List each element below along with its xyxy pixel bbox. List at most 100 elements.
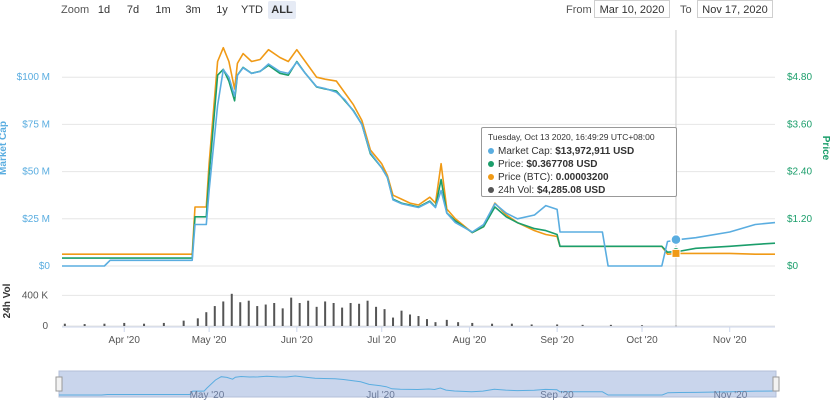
right-axis-tick-label: $0 — [787, 261, 799, 272]
volume-bar — [341, 307, 344, 326]
volume-bar — [290, 297, 293, 326]
zoom-button-1d[interactable]: 1d — [97, 4, 111, 16]
volume-bar — [471, 322, 474, 326]
left-axis-title: Market Cap — [0, 121, 9, 175]
from-date-input[interactable]: Mar 10, 2020 — [594, 0, 670, 18]
left-axis-tick-label: $0 — [39, 261, 51, 272]
volume-bar — [123, 322, 126, 326]
range-selector-toolbar: Zoom 1d 7d 1m 3m 1y YTD ALL From Mar 10,… — [0, 0, 830, 22]
volume-bar — [103, 323, 106, 326]
volume-axis-title: 24h Vol — [2, 283, 13, 318]
volume-bar — [375, 306, 378, 326]
zoom-button-ytd[interactable]: YTD — [241, 4, 263, 16]
hover-point-price-btc — [671, 248, 681, 258]
volume-bar — [641, 325, 644, 326]
volume-bar — [417, 316, 420, 326]
navigator-tick-label: May '20 — [190, 390, 225, 400]
navigator-handle-right[interactable] — [772, 376, 780, 392]
volume-bar — [307, 300, 310, 326]
volume-bar — [434, 322, 437, 326]
left-axis-tick-label: $75 M — [22, 119, 50, 130]
tooltip-label: 24h Vol: — [498, 185, 535, 196]
volume-bar — [213, 306, 216, 326]
volume-bar — [609, 324, 612, 326]
tooltip-dot — [488, 174, 494, 181]
volume-bar — [83, 324, 86, 326]
tooltip-dot — [488, 187, 494, 194]
tooltip-label: Market Cap: — [498, 146, 553, 157]
zoom-button-7d[interactable]: 7d — [126, 4, 140, 16]
volume-bar — [196, 318, 199, 326]
volume-bar — [315, 306, 318, 326]
navigator-tick-label: Sep '20 — [540, 390, 574, 400]
tooltip: Tuesday, Oct 13 2020, 16:49:29 UTC+08:00… — [481, 127, 677, 197]
tooltip-value: 0.00003200 — [555, 172, 609, 183]
volume-bars — [63, 293, 677, 327]
volume-bar — [162, 322, 165, 326]
series-lines — [62, 46, 776, 267]
volume-bar — [247, 300, 250, 326]
navigator-tick-label: Nov '20 — [714, 390, 748, 400]
navigator-series — [59, 375, 777, 396]
x-axis-tick-label: Apr '20 — [109, 335, 141, 346]
volume-bar — [273, 303, 276, 326]
to-label: To — [680, 4, 692, 16]
volume-bar — [349, 303, 352, 326]
zoom-label: Zoom — [61, 4, 90, 16]
zoom-button-all[interactable]: ALL — [268, 1, 296, 19]
price-axis: $0 $1.20 $2.40 $3.60 $4.80 Price — [787, 72, 830, 272]
right-axis-tick-label: $3.60 — [787, 119, 812, 130]
volume-bar — [143, 323, 146, 326]
zoom-button-3m[interactable]: 3m — [185, 4, 201, 16]
grid-lines — [62, 76, 775, 327]
volume-axis-tick-label: 400 K — [22, 290, 48, 301]
left-axis-tick-label: $50 M — [22, 167, 50, 178]
volume-bar — [230, 293, 233, 326]
tooltip-row-volume: 24h Vol: $4,285.08 USD — [488, 184, 670, 197]
volume-bar — [63, 323, 66, 326]
volume-bar — [457, 322, 460, 326]
x-axis-tick-label: Sep '20 — [540, 335, 574, 346]
volume-bar — [400, 310, 403, 326]
right-axis-tick-label: $1.20 — [787, 214, 812, 225]
navigator[interactable]: May '20 Jul '20 Sep '20 Nov '20 — [55, 370, 780, 400]
x-axis: Apr '20 May '20 Jun '20 Jul '20 Aug '20 Sep '… — [62, 326, 775, 346]
volume-bar — [556, 324, 559, 326]
volume-bar — [281, 308, 284, 326]
x-axis-tick-label: May '20 — [192, 335, 227, 346]
x-axis-tick-label: Oct '20 — [626, 335, 658, 346]
tooltip-value: $13,972,911 USD — [555, 146, 635, 157]
volume-bar — [409, 314, 412, 326]
volume-bar — [222, 301, 225, 326]
tooltip-row-market-cap: Market Cap: $13,972,911 USD — [488, 145, 670, 158]
volume-bar — [392, 317, 395, 326]
right-axis-tick-label: $2.40 — [787, 167, 812, 178]
from-label: From — [566, 4, 592, 16]
tooltip-dot — [488, 161, 494, 168]
volume-bar — [298, 303, 301, 326]
tooltip-dot — [488, 148, 494, 155]
volume-bar — [366, 300, 369, 326]
zoom-button-1y[interactable]: 1y — [216, 4, 228, 16]
tooltip-value: $0.367708 USD — [526, 159, 598, 170]
x-axis-tick-label: Aug '20 — [453, 335, 487, 346]
tooltip-row-price: Price: $0.367708 USD — [488, 158, 670, 171]
tooltip-value: $4,285.08 USD — [536, 185, 606, 196]
volume-bar — [491, 323, 494, 326]
left-axis-tick-label: $25 M — [22, 214, 50, 225]
hover-point-market-cap — [670, 233, 682, 246]
zoom-button-1m[interactable]: 1m — [155, 4, 171, 16]
to-date-input[interactable]: Nov 17, 2020 — [697, 0, 773, 18]
volume-bar — [256, 306, 259, 326]
volume-bar — [581, 324, 584, 326]
volume-bar — [264, 304, 267, 326]
tooltip-date: Tuesday, Oct 13 2020, 16:49:29 UTC+08:00 — [488, 132, 655, 142]
volume-bar — [510, 323, 513, 326]
volume-bar — [239, 302, 242, 326]
navigator-handle-left[interactable] — [55, 376, 63, 392]
right-axis-tick-label: $4.80 — [787, 72, 812, 83]
volume-axis-tick-label: 0 — [42, 321, 48, 332]
volume-bar — [205, 312, 208, 326]
volume-bar — [324, 301, 327, 326]
